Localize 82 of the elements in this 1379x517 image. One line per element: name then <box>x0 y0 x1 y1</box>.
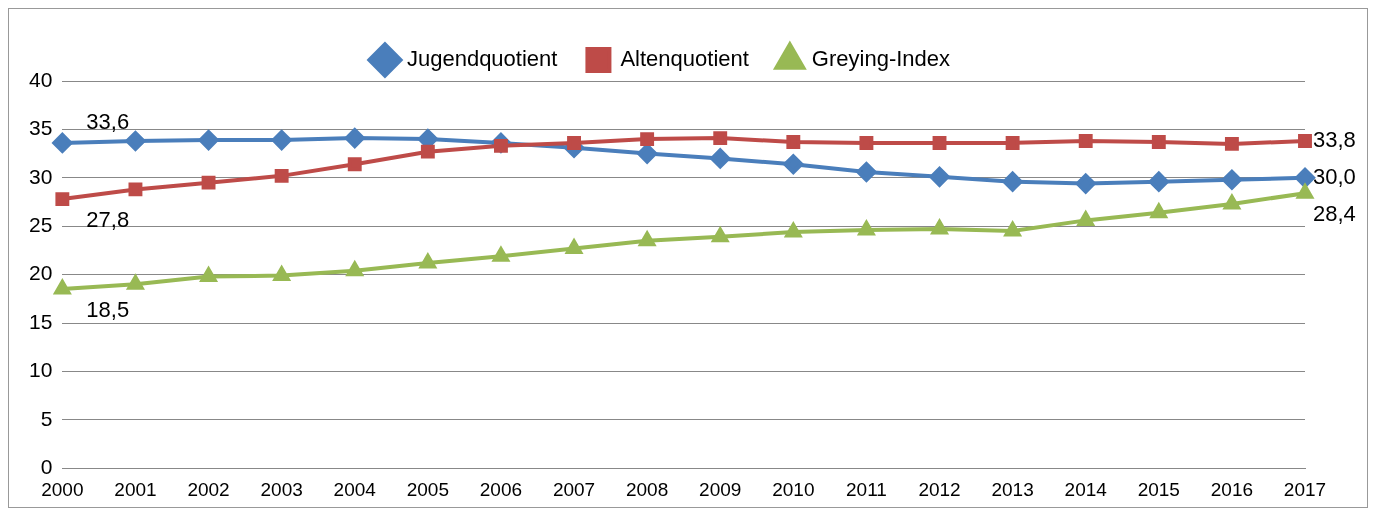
point <box>272 264 291 282</box>
x-tick-label: 2016 <box>1210 478 1254 500</box>
x-tick-label: 2007 <box>552 478 596 500</box>
point <box>856 161 877 182</box>
x-tick-label: 2014 <box>1064 478 1108 500</box>
x-tick-label: 2013 <box>991 478 1034 500</box>
point <box>859 136 874 150</box>
x-tick-label: 2006 <box>479 478 523 500</box>
y-tick-label: 25 <box>29 213 53 236</box>
point <box>1148 171 1169 192</box>
point <box>1223 194 1240 210</box>
x-tick-label: 2015 <box>1137 478 1180 500</box>
x-tick-label: 2003 <box>260 478 303 500</box>
y-tick-label: 10 <box>29 358 53 382</box>
point <box>932 136 947 150</box>
x-tick-label: 2009 <box>699 478 742 500</box>
point <box>127 275 144 290</box>
point <box>347 157 362 172</box>
y-tick-label: 0 <box>40 455 53 478</box>
point <box>637 143 658 164</box>
x-tick-label: 2010 <box>772 478 815 500</box>
x-tick-label: 2004 <box>333 478 377 500</box>
data-label: 33,8 <box>1313 127 1356 153</box>
point <box>567 136 581 150</box>
point <box>125 131 146 152</box>
legend-label: Jugendquotient <box>406 46 558 72</box>
legend-label: Altenquotient <box>620 46 749 72</box>
x-tick-label: 2012 <box>918 478 961 500</box>
point <box>419 253 436 269</box>
legend-label: Greying-Index <box>811 46 951 72</box>
data-label: 30,0 <box>1313 163 1356 189</box>
point <box>858 221 875 236</box>
point <box>931 220 948 235</box>
point <box>1004 222 1021 237</box>
point <box>640 132 655 147</box>
point <box>1077 211 1094 226</box>
point <box>1075 173 1096 194</box>
point <box>713 131 728 146</box>
point <box>52 132 73 153</box>
point <box>271 130 292 151</box>
x-tick-label: 2011 <box>845 478 887 500</box>
y-tick-label: 30 <box>29 164 53 188</box>
data-label: 18,5 <box>86 297 130 323</box>
point <box>785 223 802 238</box>
point <box>199 265 218 283</box>
point <box>492 247 509 262</box>
point <box>1151 135 1166 149</box>
point <box>783 154 804 175</box>
point <box>54 280 71 295</box>
x-tick-label: 2001 <box>114 478 157 500</box>
y-tick-label: 5 <box>40 406 53 430</box>
point <box>1005 136 1020 150</box>
point <box>1296 184 1314 199</box>
point <box>1224 136 1239 151</box>
x-tick-label: 2008 <box>625 478 669 500</box>
point <box>786 135 801 149</box>
y-tick-label: 40 <box>29 67 53 91</box>
point <box>1002 171 1023 192</box>
point <box>565 239 583 254</box>
point <box>1298 134 1312 148</box>
point <box>274 168 289 183</box>
y-tick-label: 35 <box>29 116 53 140</box>
point <box>1078 134 1093 148</box>
point <box>710 148 731 169</box>
y-tick-label: 20 <box>29 261 53 285</box>
point <box>420 144 435 159</box>
point <box>1221 169 1242 190</box>
point <box>344 128 365 149</box>
point <box>201 175 216 190</box>
data-label: 33,6 <box>86 109 130 135</box>
y-tick-label: 15 <box>29 309 53 333</box>
point <box>128 182 143 197</box>
point <box>1295 167 1315 188</box>
data-label: 28,4 <box>1313 201 1356 227</box>
point <box>55 192 70 207</box>
point <box>929 166 950 187</box>
data-label: 27,8 <box>86 207 130 233</box>
x-tick-label: 2005 <box>406 478 449 500</box>
point <box>198 130 219 151</box>
x-tick-label: 2017 <box>1283 478 1327 500</box>
x-tick-label: 2002 <box>187 478 230 500</box>
x-tick-label: 2000 <box>41 478 84 500</box>
